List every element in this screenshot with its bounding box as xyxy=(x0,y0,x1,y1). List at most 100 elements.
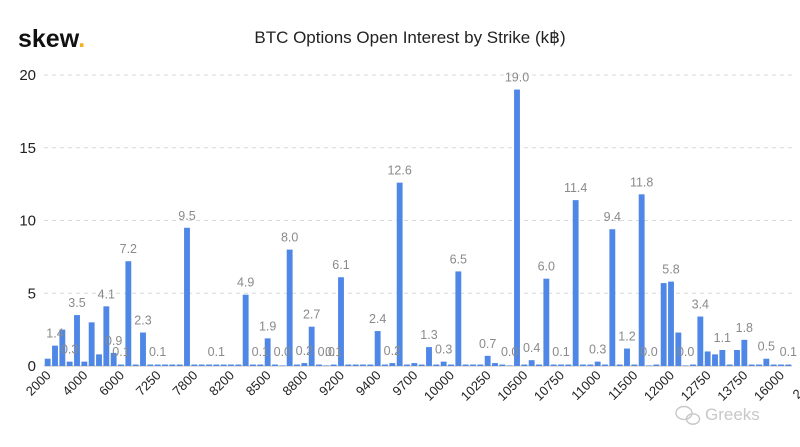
bar xyxy=(228,364,234,366)
data-label: 0.1 xyxy=(325,345,342,359)
x-tick-label: 6000 xyxy=(96,368,127,399)
bar xyxy=(682,365,689,366)
bar xyxy=(264,338,271,366)
bar xyxy=(367,364,374,366)
data-label: 0.1 xyxy=(252,345,269,359)
bar xyxy=(103,306,110,366)
brand-dot: . xyxy=(78,25,85,53)
bar xyxy=(74,315,80,366)
bar xyxy=(528,360,535,366)
data-label: 19.0 xyxy=(505,71,529,85)
chart-title: BTC Options Open Interest by Strike (k฿) xyxy=(254,28,565,47)
bar xyxy=(741,339,748,366)
bar xyxy=(690,364,696,366)
data-label: 11.8 xyxy=(630,175,653,189)
data-labels: 1.40.33.54.10.90.17.22.30.19.50.14.90.11… xyxy=(46,71,797,359)
bar xyxy=(272,364,278,366)
y-axis-ticks: 0 5 10 15 20 xyxy=(19,67,36,375)
bar xyxy=(616,364,623,366)
bar xyxy=(778,364,784,366)
bar xyxy=(220,364,227,366)
bar xyxy=(59,329,66,366)
x-tick-label: 10500 xyxy=(494,368,530,404)
bar xyxy=(558,364,564,366)
x-tick-label: 10250 xyxy=(458,368,494,404)
bar xyxy=(638,194,645,366)
y-tick-label: 20 xyxy=(19,67,36,84)
bar xyxy=(147,364,154,366)
bar xyxy=(242,294,249,366)
bar xyxy=(675,332,682,366)
bar xyxy=(198,364,205,366)
x-tick-label: 11000 xyxy=(568,368,603,403)
bar xyxy=(484,355,491,366)
data-label: 2.3 xyxy=(134,314,151,328)
bar xyxy=(308,326,315,366)
data-label: 1.1 xyxy=(714,331,731,345)
data-label: 0.5 xyxy=(758,340,775,354)
bar xyxy=(338,277,344,366)
bar xyxy=(44,358,51,366)
data-label: 6.0 xyxy=(538,260,555,274)
bar xyxy=(279,365,286,366)
bar xyxy=(96,354,102,366)
watermark: Greeks xyxy=(675,405,760,425)
data-label: 0.1 xyxy=(208,345,225,359)
data-label: 1.4 xyxy=(46,327,63,341)
data-label: 1.3 xyxy=(420,328,437,342)
bar xyxy=(433,364,440,366)
bar xyxy=(184,227,190,366)
data-label: 2.7 xyxy=(303,308,320,322)
y-tick-label: 10 xyxy=(19,213,36,230)
bar xyxy=(418,364,425,366)
brand-name: skew xyxy=(18,25,80,53)
x-tick-label: 4000 xyxy=(59,368,90,399)
bar xyxy=(286,249,293,366)
bar xyxy=(550,364,557,366)
x-tick-label: 10750 xyxy=(531,368,567,404)
bar xyxy=(316,364,322,366)
bar xyxy=(602,364,608,366)
data-label: 6.5 xyxy=(450,252,467,266)
x-tick-label: 9200 xyxy=(316,368,347,399)
bar xyxy=(191,364,198,366)
bar xyxy=(52,345,58,366)
bar xyxy=(118,364,124,366)
x-tick-label: 2•000 xyxy=(790,368,800,402)
bar xyxy=(448,364,454,366)
bar xyxy=(631,364,638,366)
bar xyxy=(668,281,674,366)
data-label: 0.0 xyxy=(318,345,335,359)
bar xyxy=(521,364,528,366)
bar xyxy=(455,271,462,366)
data-label: 1.8 xyxy=(736,321,753,335)
bar xyxy=(580,364,586,366)
bar xyxy=(81,361,88,366)
bar xyxy=(426,347,432,366)
bar xyxy=(785,364,792,366)
bar xyxy=(213,364,220,366)
x-tick-label: 7250 xyxy=(133,368,164,399)
data-label: 0.0 xyxy=(677,345,694,359)
data-label: 11.4 xyxy=(564,181,587,195)
x-tick-label: 10000 xyxy=(421,368,457,404)
bar xyxy=(294,364,300,366)
bar xyxy=(609,229,616,366)
brand-logo: skew. xyxy=(18,25,85,53)
bar xyxy=(734,349,740,366)
data-label: 0.3 xyxy=(589,343,606,357)
bar xyxy=(763,358,770,366)
bar xyxy=(140,332,146,366)
bars xyxy=(44,89,792,367)
bar xyxy=(770,364,777,366)
x-tick-label: 12000 xyxy=(641,368,677,404)
bar xyxy=(411,363,418,366)
x-axis-ticks: 2000 4000 6000 7250 7800 8200 8500 8800 9200 9400… xyxy=(23,368,800,404)
bar xyxy=(257,364,264,366)
bar xyxy=(66,361,73,366)
data-label: 0.1 xyxy=(780,345,797,359)
data-label: 5.8 xyxy=(662,263,679,277)
gridlines xyxy=(44,74,792,367)
bar xyxy=(323,365,330,366)
bar xyxy=(594,361,601,366)
